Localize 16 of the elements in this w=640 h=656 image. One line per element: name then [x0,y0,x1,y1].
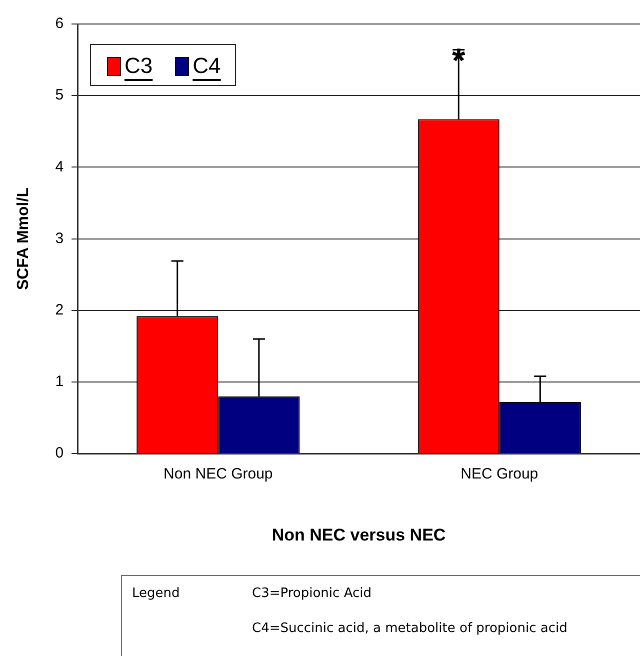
x-tick-label: NEC Group [460,466,538,483]
y-tick-label: 5 [55,86,64,104]
text: Legend [132,586,180,601]
text: C3=Propionic Acid [252,586,372,601]
y-tick-label: 2 [55,302,64,319]
y-tick-label: 4 [55,158,64,176]
x-tick-label: Non NEC Group [164,466,273,483]
y-tick-label: 6 [55,15,64,32]
x-axis-title: Non NEC versus NEC [272,525,446,544]
y-tick-label: 0 [55,444,64,462]
legend-label: C3 [124,53,153,79]
text: C4=Succinic acid, a metabolite of propionic acid [252,621,568,636]
legend-label: C4 [192,53,221,79]
y-tick-label: 3 [55,230,64,247]
y-tick-label: 1 [55,373,64,390]
y-axis-title: SCFA Mmol/L [15,187,32,290]
